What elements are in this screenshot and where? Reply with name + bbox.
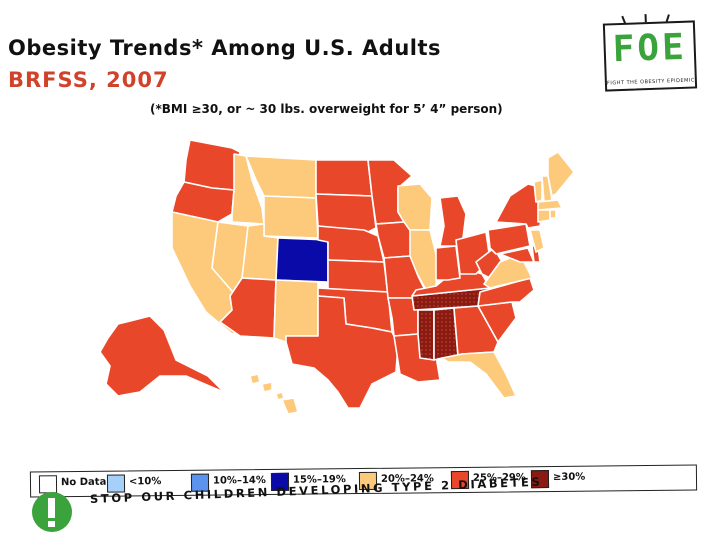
state-rhode-island (549, 209, 557, 219)
state-massachusetts (537, 199, 563, 211)
state-iowa (375, 221, 415, 259)
state-new-jersey (529, 229, 545, 253)
chart-subtitle: BRFSS, 2007 (8, 68, 169, 92)
state-hawaii-3 (275, 391, 285, 401)
state-south-dakota (315, 193, 377, 235)
state-oregon (171, 181, 235, 223)
state-wyoming (263, 195, 319, 239)
state-vermont (533, 179, 543, 203)
state-connecticut (537, 209, 551, 223)
bmi-footnote: (*BMI ≥30, or ~ 30 lbs. overweight for 5… (150, 102, 503, 116)
state-alaska (99, 315, 225, 397)
state-pennsylvania (487, 223, 531, 255)
state-washington (183, 139, 241, 191)
state-hawaii-2 (261, 381, 273, 393)
state-new-mexico (273, 279, 319, 343)
legend-label: <10% (128, 476, 162, 488)
state-nebraska (317, 225, 385, 263)
state-indiana (435, 245, 461, 281)
state-maine (547, 151, 575, 197)
state-mississippi (417, 309, 435, 361)
state-texas (285, 295, 399, 409)
legend-label: No Data (60, 476, 107, 489)
state-florida (441, 351, 517, 399)
state-hawaii-4 (281, 397, 299, 415)
legend-label: ≥30% (552, 471, 586, 484)
hand-stop-icon (32, 492, 72, 532)
state-colorado (275, 237, 329, 283)
state-north-dakota (315, 159, 373, 197)
chart-title: Obesity Trends* Among U.S. Adults (8, 36, 442, 60)
state-maryland (499, 247, 535, 263)
state-hawaii-1 (249, 373, 261, 385)
